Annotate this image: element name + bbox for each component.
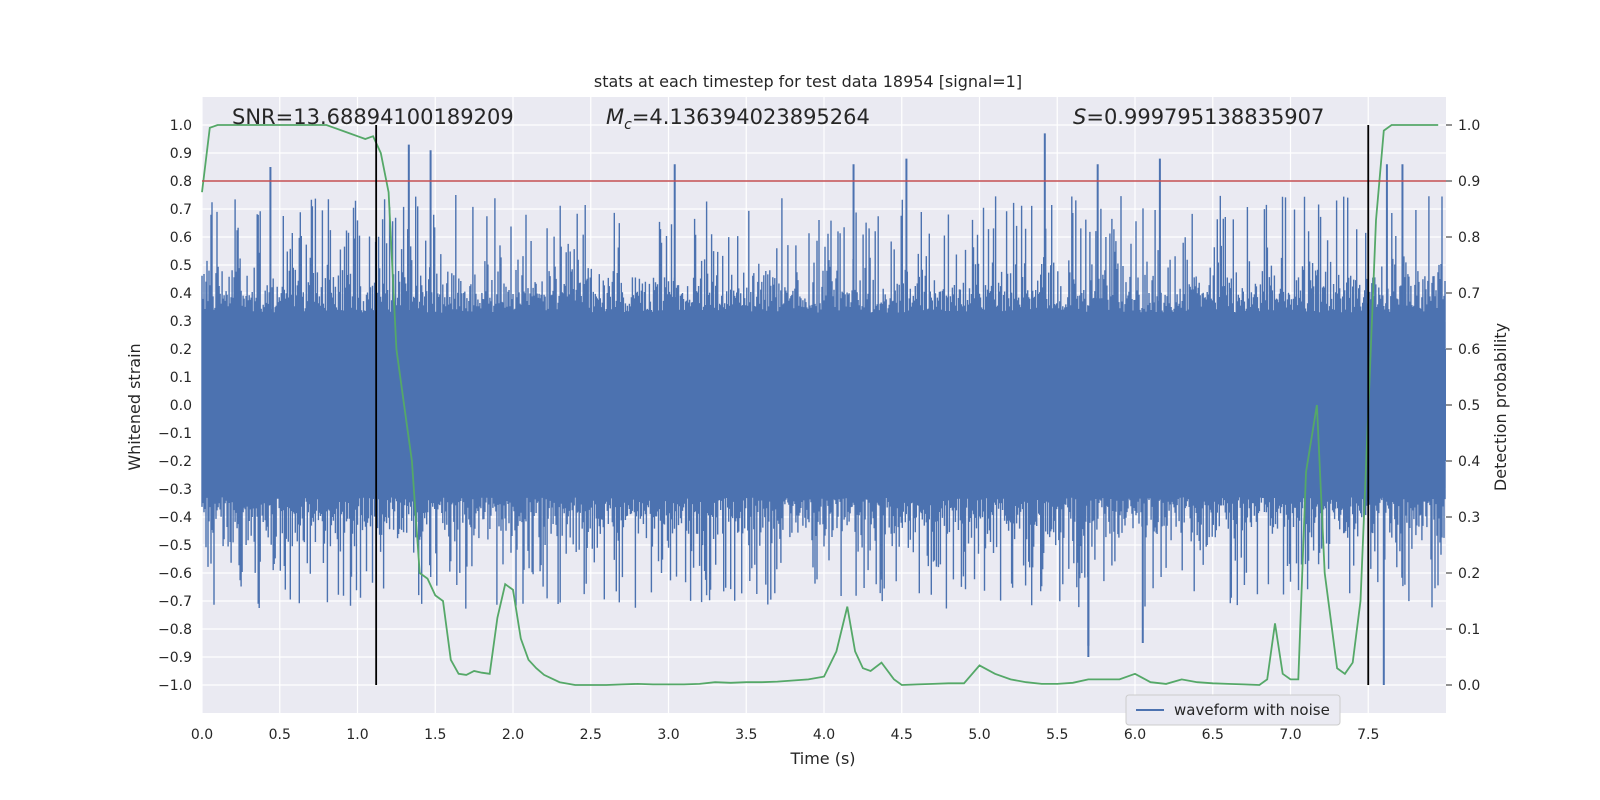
y-left-tick-label: −0.4	[158, 510, 192, 526]
event-markers	[375, 125, 1370, 685]
y-right-tick-label: 0.3	[1458, 510, 1480, 526]
y-left-tick-label: −0.1	[158, 426, 192, 442]
y-left-tick-label: −1.0	[158, 678, 192, 694]
chirp-mass-value: =4.136394023895264	[632, 105, 870, 129]
x-axis-label: Time (s)	[789, 749, 855, 768]
x-tick-label: 4.0	[813, 727, 835, 743]
score-value: =0.999795138835907	[1086, 105, 1324, 129]
y-left-tick-label: 0.7	[170, 202, 192, 218]
y-right-tick-label: 0.6	[1458, 342, 1480, 358]
y-right-tick-label: 0.7	[1458, 286, 1480, 302]
y-left-tick-label: −0.9	[158, 650, 192, 666]
y-right-tick-label: 0.1	[1458, 622, 1480, 638]
chirp-mass-symbol: M	[606, 105, 624, 129]
y-right-tick-label: 0.4	[1458, 454, 1480, 470]
x-tick-label: 5.0	[968, 727, 990, 743]
y-left-tick-label: −0.6	[158, 566, 192, 582]
legend-label: waveform with noise	[1174, 701, 1330, 719]
y-left-tick-label: 0.9	[170, 146, 192, 162]
x-tick-label: 6.0	[1124, 727, 1146, 743]
detection-probability-line	[201, 124, 1439, 686]
chirp-mass-annotation: Mc=4.136394023895264	[606, 105, 870, 133]
x-tick-label: 1.0	[346, 727, 368, 743]
x-tick-label: 6.5	[1202, 727, 1224, 743]
x-tick-label: 0.5	[269, 727, 291, 743]
y-axis-left-label: Whitened strain	[125, 343, 144, 470]
y-left-tick-label: 0.5	[170, 258, 192, 274]
x-tick-label: 2.0	[502, 727, 524, 743]
y-right-tick-label: 0.9	[1458, 174, 1480, 190]
chirp-mass-subscript: c	[624, 117, 632, 133]
legend-box	[1125, 694, 1341, 726]
x-axis-ticks: 0.0 0.5 1.0 1.5 2.0 2.5 3.0 3.5 4.0 4.5 5.0 5.5 6.0 6…	[191, 727, 1380, 743]
snr-annotation: SNR=13.68894100189209	[232, 105, 514, 129]
y-left-tick-label: −0.2	[158, 454, 192, 470]
y-left-tick-label: 1.0	[170, 118, 192, 134]
y-left-tick-label: 0.6	[170, 230, 192, 246]
y-left-tick-label: 0.8	[170, 174, 192, 190]
x-tick-label: 4.5	[891, 727, 913, 743]
y-left-tick-label: −0.5	[158, 538, 192, 554]
legend: waveform with noise	[1125, 694, 1341, 726]
y-right-tick-label: 0.5	[1458, 398, 1480, 414]
y-left-tick-label: 0.3	[170, 314, 192, 330]
y-left-tick-label: 0.0	[170, 398, 192, 414]
y-left-tick-label: 0.2	[170, 342, 192, 358]
x-tick-label: 7.0	[1279, 727, 1301, 743]
y-left-tick-label: −0.8	[158, 622, 192, 638]
y-left-tick-label: 0.1	[170, 370, 192, 386]
score-symbol: S	[1073, 105, 1086, 129]
chart-title: stats at each timestep for test data 189…	[594, 72, 1022, 91]
y-left-tick-label: −0.3	[158, 482, 192, 498]
y-axis-right-label: Detection probability	[1491, 323, 1510, 491]
x-tick-label: 1.5	[424, 727, 446, 743]
y-right-tick-label: 1.0	[1458, 118, 1480, 134]
x-tick-label: 3.5	[735, 727, 757, 743]
score-annotation: S=0.999795138835907	[1073, 105, 1324, 129]
x-tick-label: 7.5	[1357, 727, 1379, 743]
waveform-core	[202, 349, 1446, 461]
x-tick-label: 2.5	[580, 727, 602, 743]
y-left-tick-label: −0.7	[158, 594, 192, 610]
y-right-tick-label: 0.0	[1458, 678, 1480, 694]
y-right-tick-label: 0.2	[1458, 566, 1480, 582]
y-left-tick-label: 0.4	[170, 286, 192, 302]
x-tick-label: 0.0	[191, 727, 213, 743]
x-tick-label: 5.5	[1046, 727, 1068, 743]
y-axis-right-ticks: 1.0 0.9 0.8 0.7 0.6 0.5 0.4 0.3 0.2 0.1 0.0	[1446, 118, 1480, 694]
x-tick-label: 3.0	[657, 727, 679, 743]
y-right-tick-label: 0.8	[1458, 230, 1480, 246]
y-axis-left-ticks: 1.0 0.9 0.8 0.7 0.6 0.5 0.4 0.3 0.2 0.1 0.0 −0.1 −0.…	[158, 118, 192, 694]
